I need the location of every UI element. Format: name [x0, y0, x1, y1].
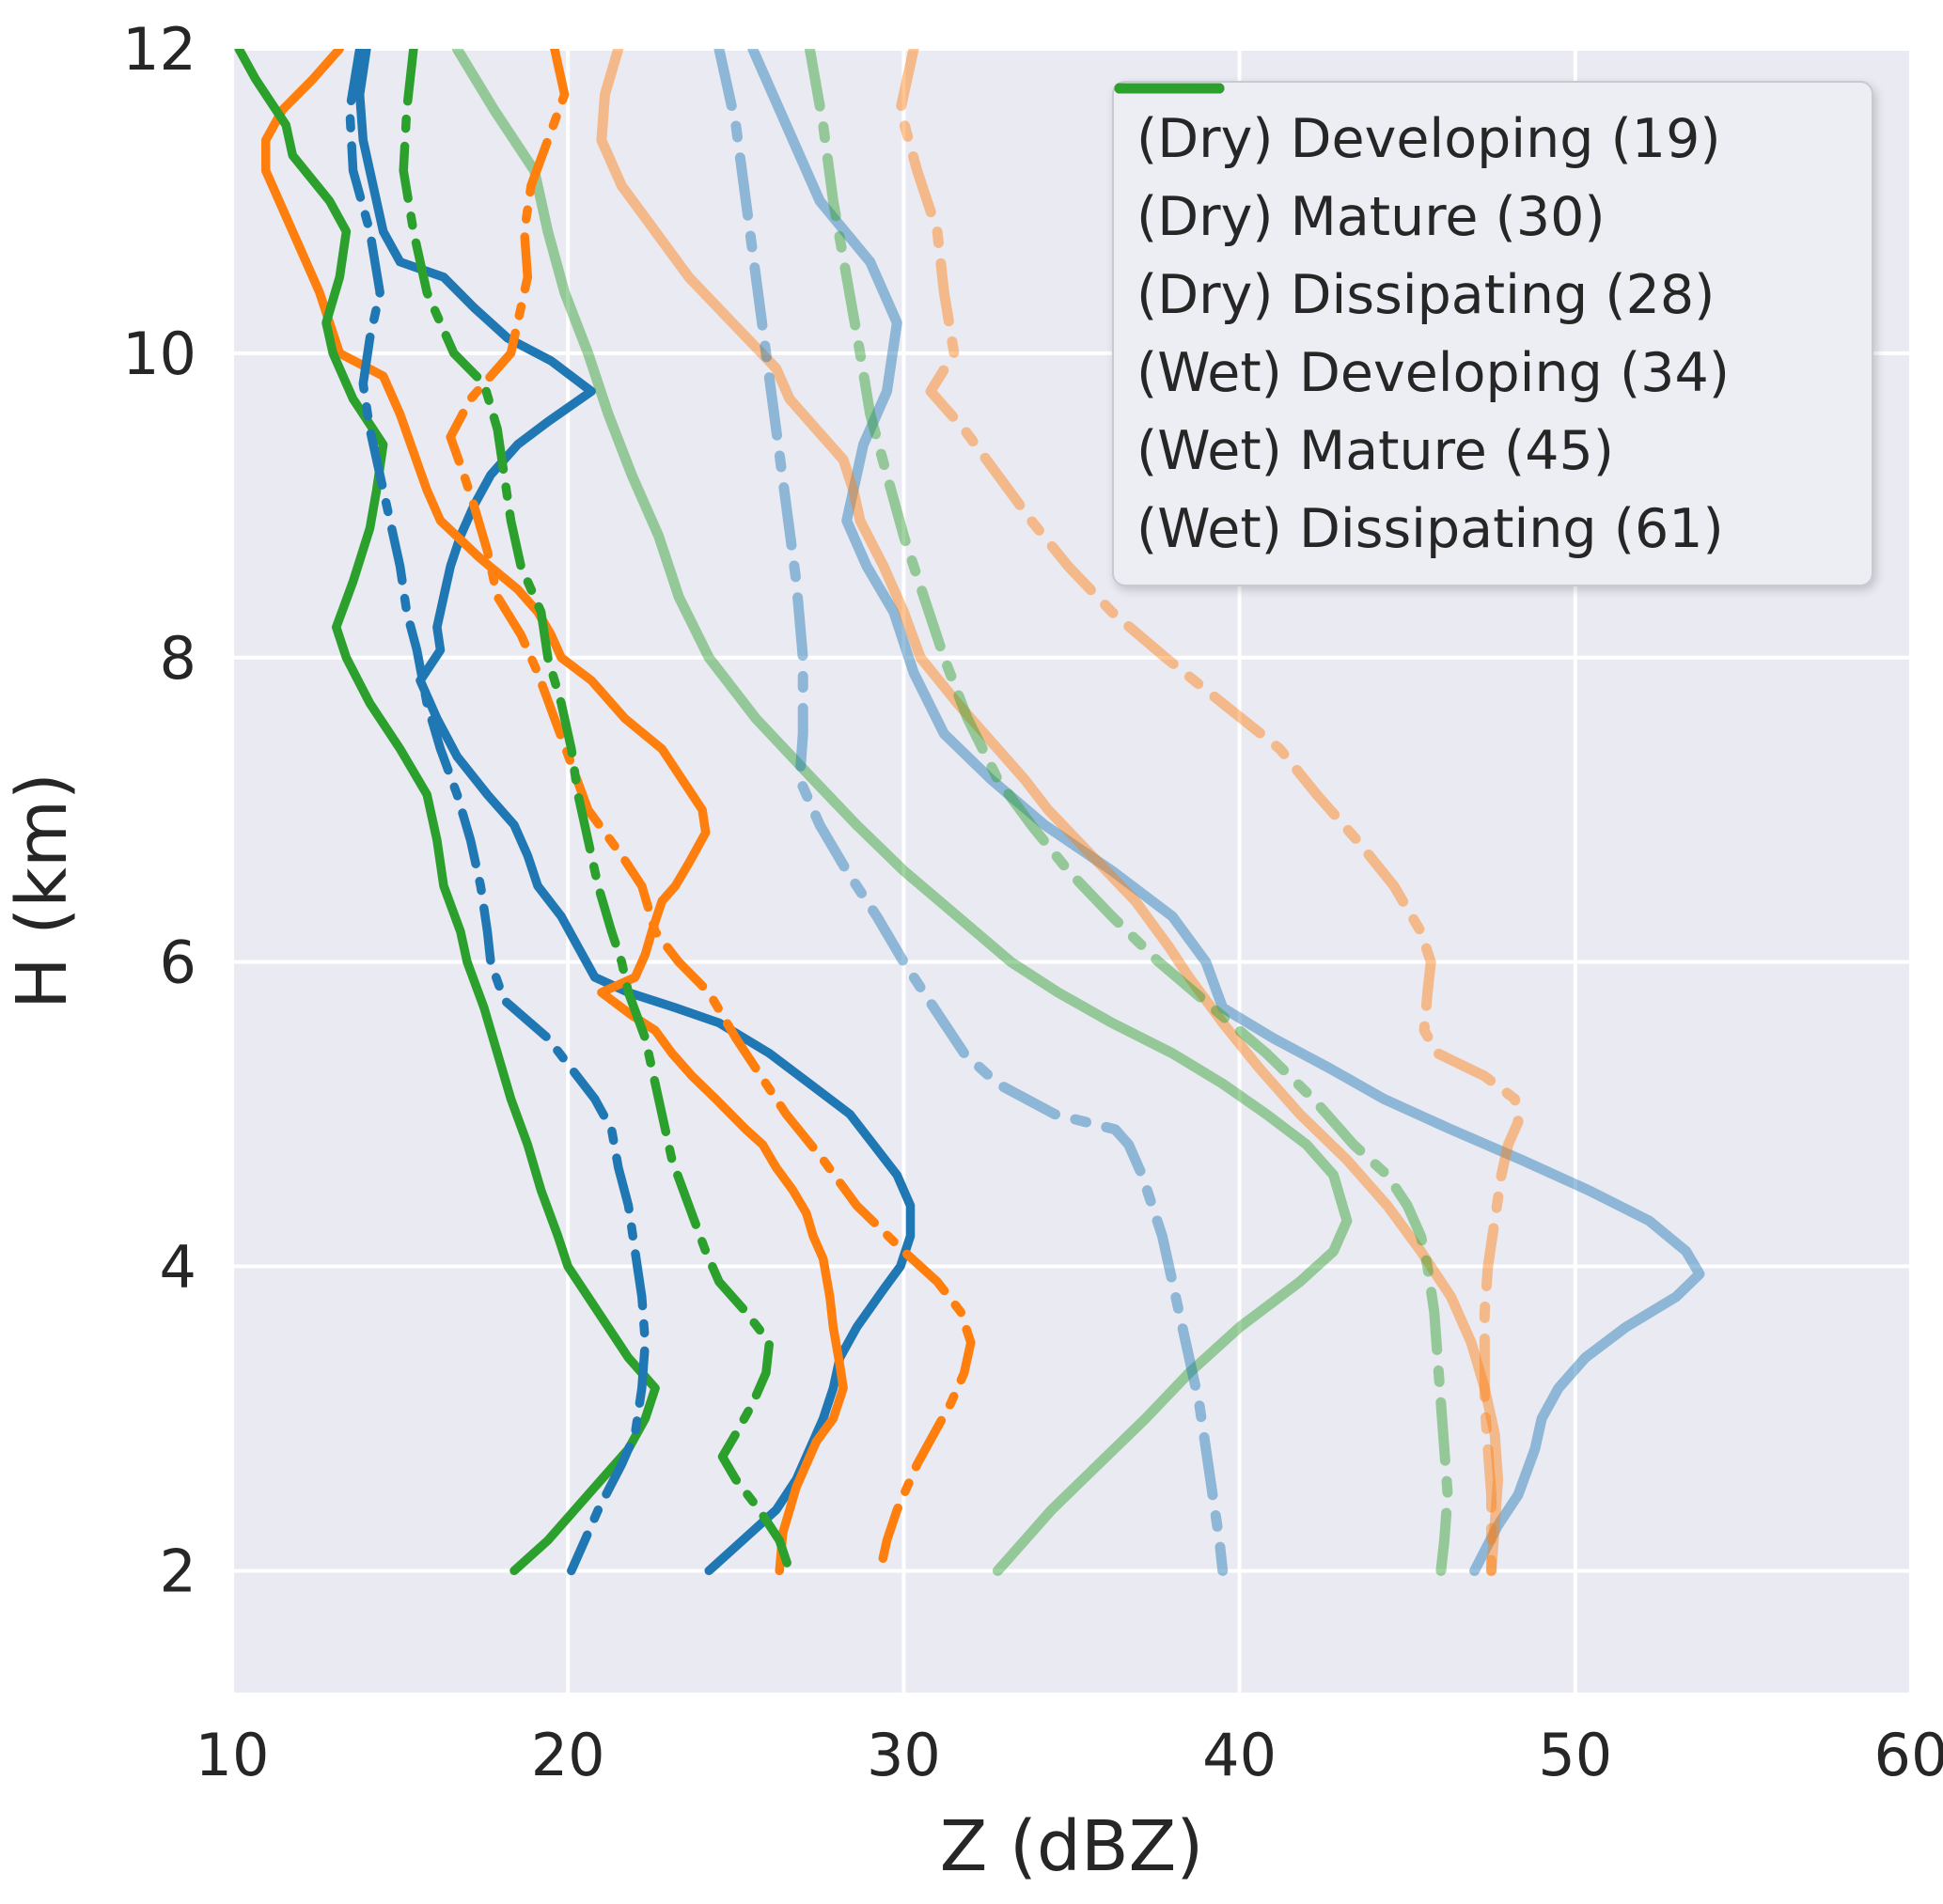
- legend-item-2: (Dry) Dissipating (28): [1114, 83, 1849, 326]
- series-dry_dissipating_faded: [451, 49, 1353, 1576]
- legend-item-3: (Wet) Developing (34): [1114, 83, 1849, 404]
- legend-item-4: (Wet) Mature (45): [1114, 83, 1849, 482]
- x-tick-label: 20: [531, 1721, 605, 1789]
- series-dry_developing: [354, 49, 916, 1576]
- legend: (Dry) Developing (19) (Dry) Mature (30) (D…: [1112, 81, 1873, 586]
- series-wet_dissipating: [399, 49, 794, 1576]
- series-wet_mature: [446, 49, 976, 1576]
- legend-item-5: (Wet) Dissipating (61): [1114, 83, 1849, 560]
- y-tick-label: 2: [160, 1537, 196, 1605]
- dashdot-line-swatch: [1114, 83, 1225, 94]
- legend-label: (Dry) Mature (30): [1136, 185, 1606, 248]
- series-wet_developing_faded: [713, 49, 1229, 1576]
- y-tick-label: 6: [160, 929, 196, 997]
- series-wet_dissipating_faded: [804, 49, 1453, 1576]
- x-tick-label: 40: [1202, 1721, 1277, 1789]
- y-axis-label: H (km): [2, 773, 83, 1009]
- legend-label: (Wet) Dissipating (61): [1136, 497, 1724, 560]
- legend-label: (Wet) Mature (45): [1136, 419, 1614, 482]
- y-tick-label: 8: [160, 624, 196, 693]
- series-wet_developing: [345, 49, 650, 1576]
- legend-label: (Dry) Dissipating (28): [1136, 263, 1716, 326]
- tick-labels: 10 20 30 40 50 60 2 4 6 8 10 12: [122, 15, 1943, 1789]
- legend-label: (Dry) Developing (19): [1136, 107, 1721, 170]
- y-tick-label: 4: [160, 1233, 196, 1302]
- y-tick-label: 10: [122, 320, 196, 388]
- series-dry_dissipating: [234, 49, 660, 1576]
- y-tick-label: 12: [122, 15, 196, 84]
- x-tick-label: 60: [1874, 1721, 1943, 1789]
- legend-label: (Wet) Developing (34): [1136, 341, 1730, 404]
- series-dry_developing_faded: [747, 49, 1705, 1576]
- series-lines: [234, 49, 1705, 1576]
- x-axis-label: Z (dBZ): [939, 1806, 1204, 1887]
- legend-item-1: (Dry) Mature (30): [1114, 83, 1849, 248]
- x-tick-label: 30: [867, 1721, 941, 1789]
- legend-item-0: (Dry) Developing (19): [1114, 83, 1849, 170]
- x-tick-label: 10: [196, 1721, 270, 1789]
- series-wet_mature_faded: [895, 49, 1524, 1576]
- series-dry_mature_faded: [596, 49, 1504, 1576]
- x-tick-label: 50: [1538, 1721, 1612, 1789]
